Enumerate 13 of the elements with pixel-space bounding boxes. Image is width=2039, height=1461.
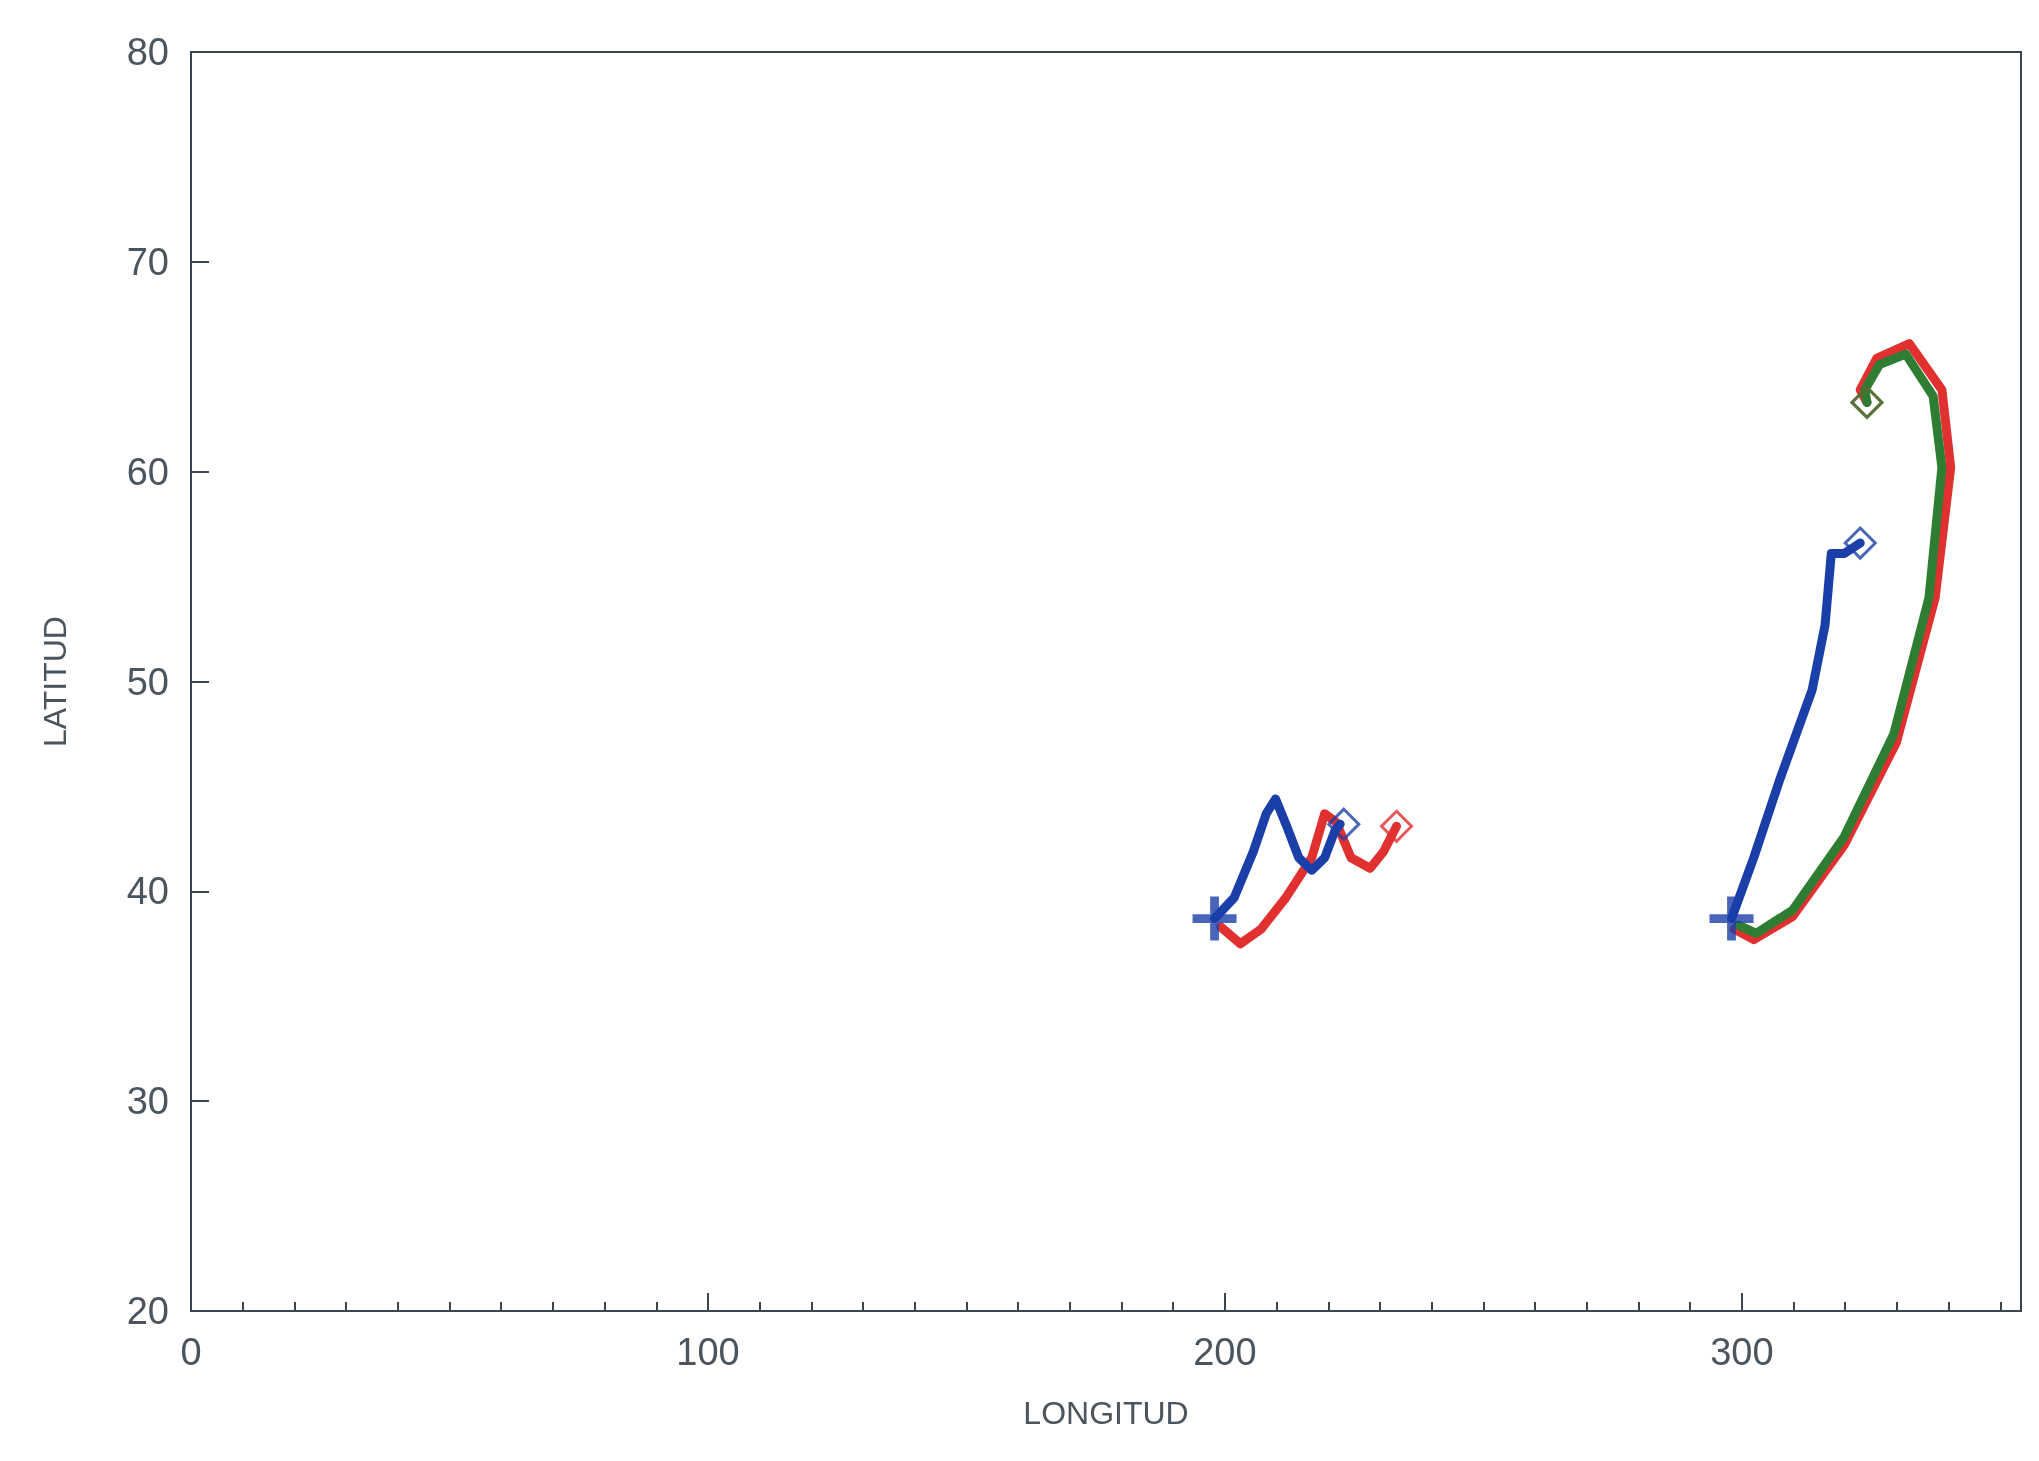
y-tick-label: 60 xyxy=(126,450,169,493)
x-tick-label: 300 xyxy=(1710,1331,1774,1373)
y-axis-title: LATITUD xyxy=(37,616,73,747)
x-axis-title: LONGITUD xyxy=(1023,1395,1189,1431)
x-tick-label: 0 xyxy=(180,1331,202,1373)
x-tick-label: 100 xyxy=(676,1331,740,1373)
y-tick-label: 30 xyxy=(126,1080,169,1123)
y-tick-label: 70 xyxy=(126,240,169,283)
x-tick-label: 200 xyxy=(1193,1331,1257,1373)
y-tick-label: 40 xyxy=(126,870,169,913)
y-tick-label: 20 xyxy=(126,1290,169,1332)
y-tick-label: 50 xyxy=(126,660,169,703)
y-tick-label: 80 xyxy=(126,31,169,73)
